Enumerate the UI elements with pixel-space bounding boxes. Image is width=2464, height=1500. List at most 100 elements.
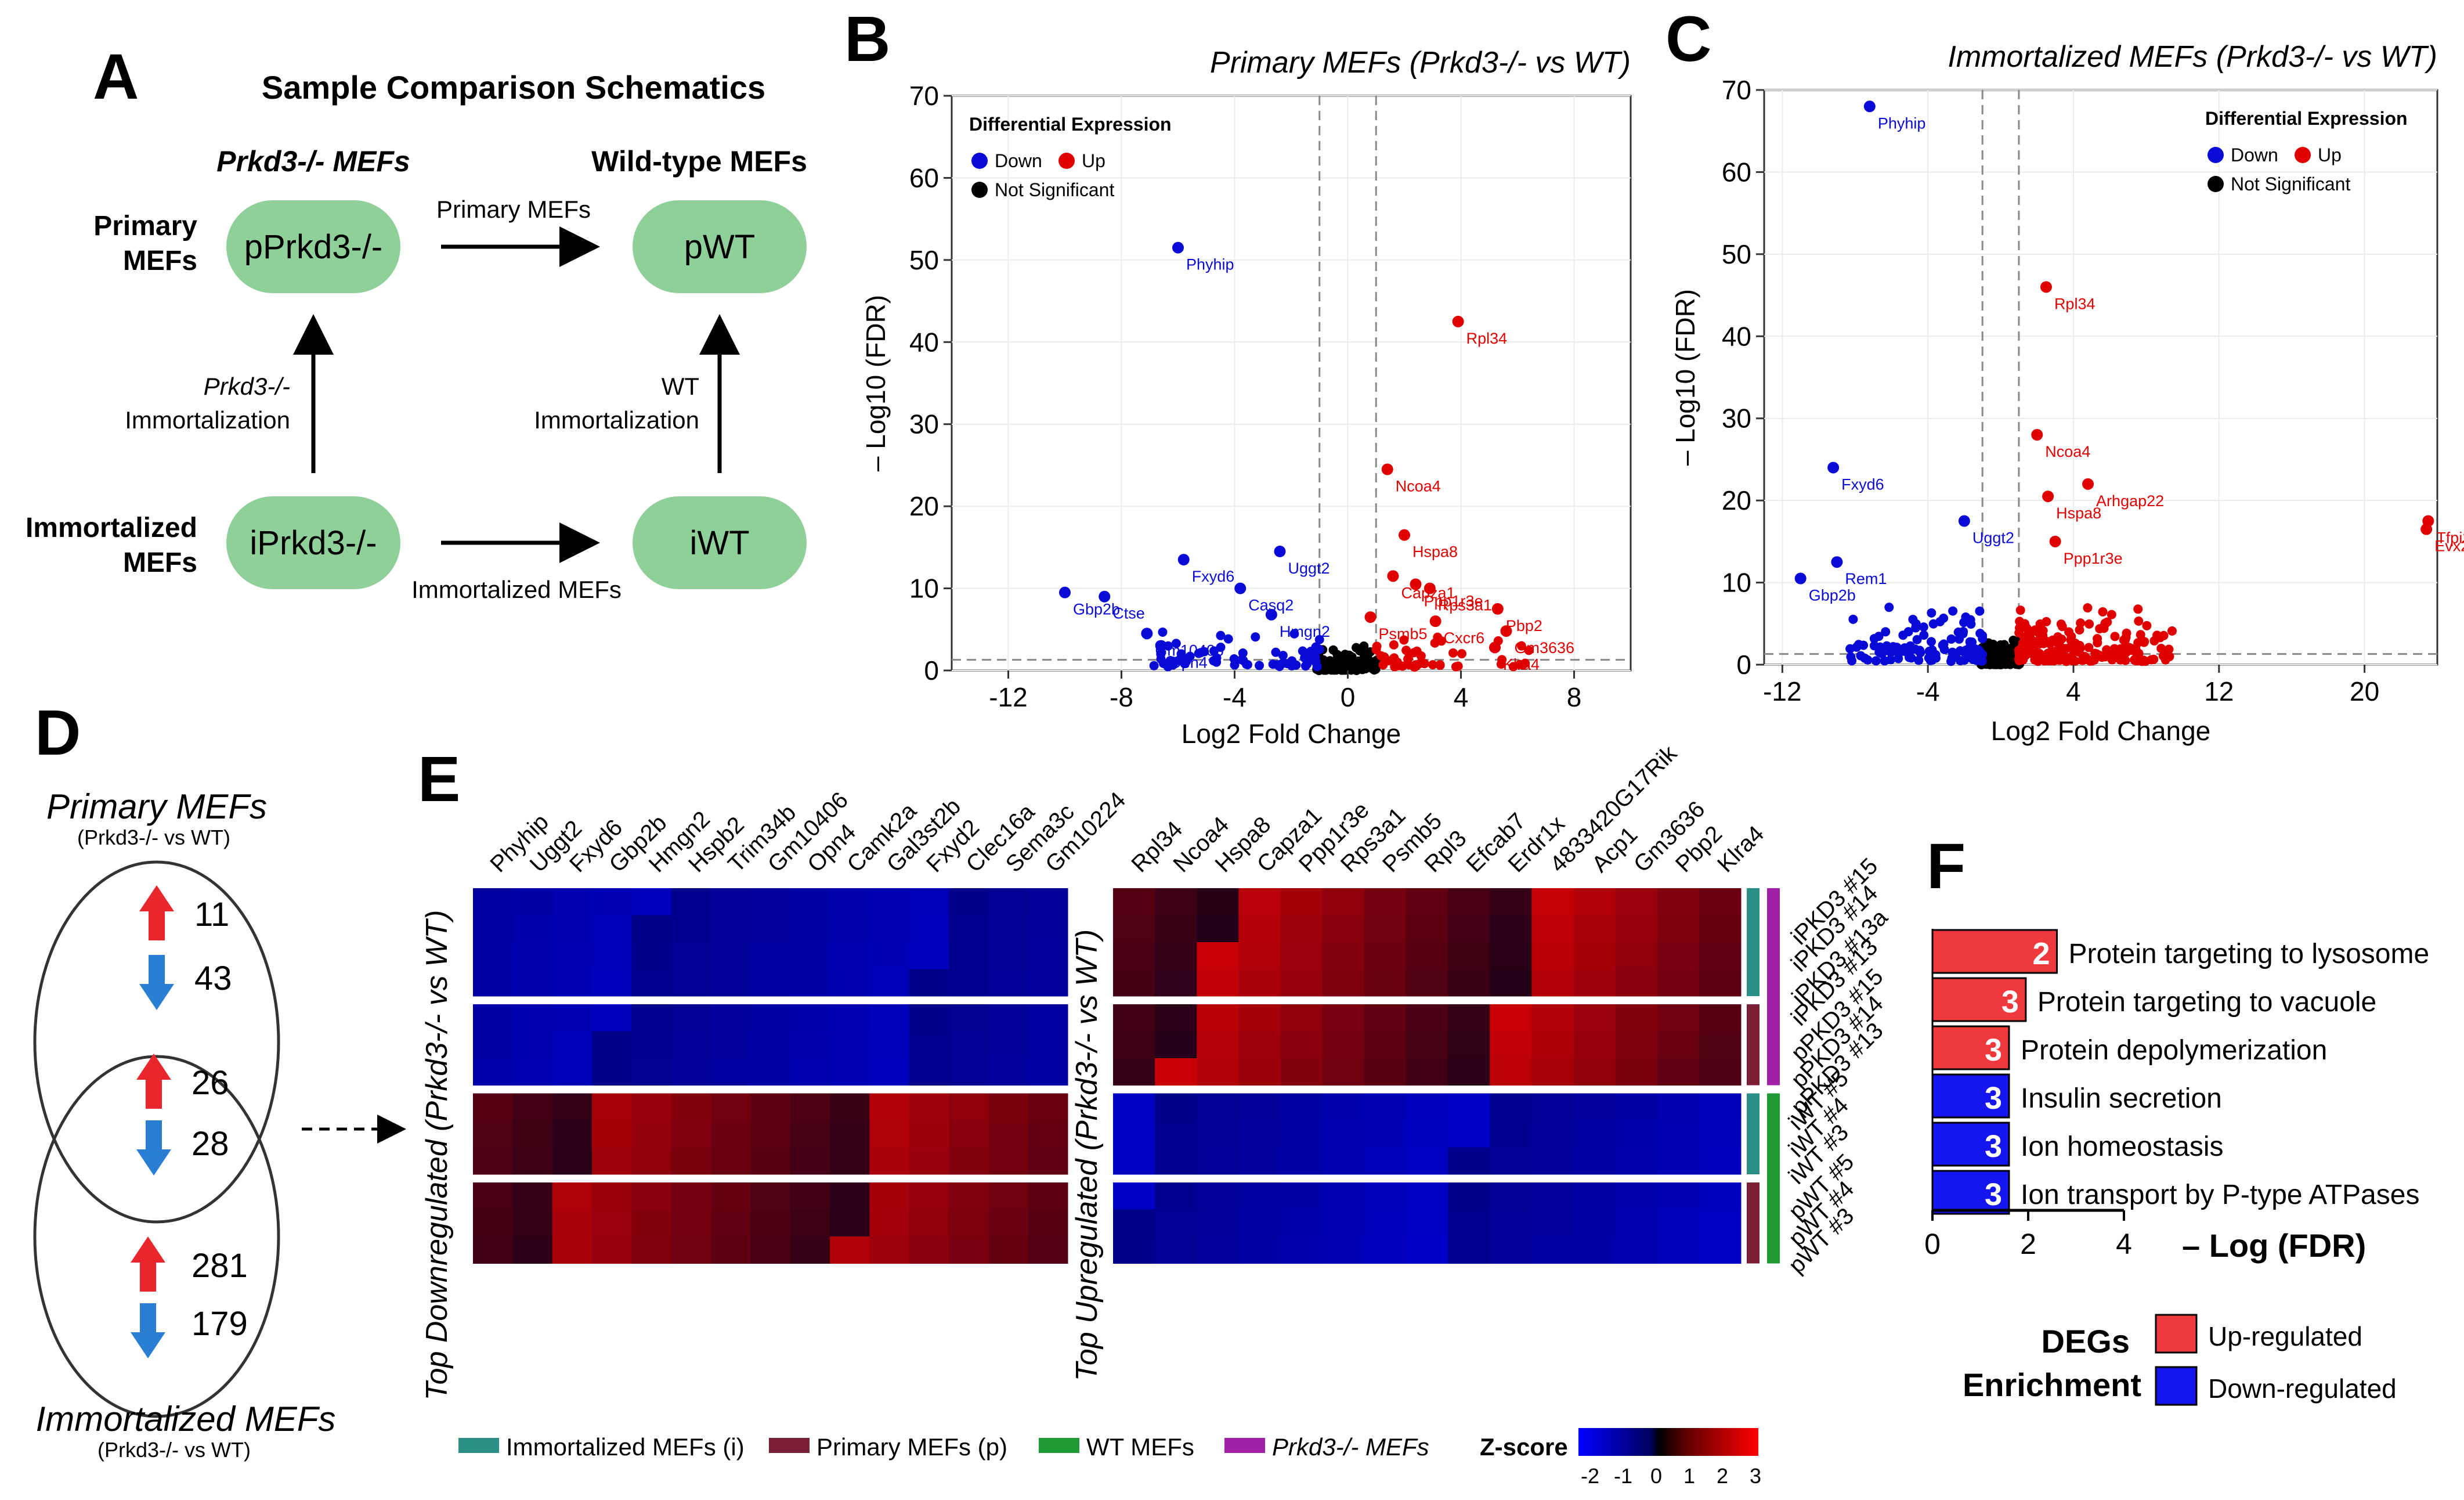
heatmap-cell: [552, 1236, 592, 1264]
heatmap-cell: [1406, 1209, 1448, 1237]
heatmap-cell: [869, 1031, 910, 1059]
x-tick-label: 0: [1341, 682, 1356, 712]
heatmap-cell: [1406, 888, 1448, 915]
labeled-point: [1381, 463, 1393, 475]
node-i-prkd3-label: iPrkd3-/-: [250, 524, 377, 562]
up-point: [1399, 635, 1409, 645]
heatmap-cell: [631, 969, 672, 997]
point-label: Ncoa4: [1396, 478, 1441, 495]
up-point: [1448, 648, 1458, 658]
heatmap-cell: [1531, 1004, 1574, 1032]
up-point: [2046, 637, 2056, 647]
heatmap-cell: [592, 1236, 632, 1264]
heatmap-cell: [1573, 942, 1616, 969]
up-point: [2140, 637, 2149, 647]
y-tick-label: 50: [909, 245, 939, 275]
down-point: [1924, 646, 1934, 656]
up-point: [2115, 655, 2125, 665]
y-tick-label: 70: [1722, 75, 1751, 105]
heatmap-cell: [1238, 1120, 1281, 1148]
zscore-tick-label: -1: [1614, 1464, 1632, 1488]
heatmap-cell: [988, 915, 1029, 943]
volcano-b-ylabel: – Log10 (FDR): [861, 295, 891, 471]
heatmap-cell: [1028, 1236, 1068, 1264]
enrichment-legend-title-1: DEGs: [2042, 1323, 2130, 1360]
heatmap-cell: [1531, 1058, 1574, 1086]
up-point: [1389, 653, 1399, 663]
heatmap-cell: [790, 1058, 830, 1086]
enrichment-legend-down-swatch: [2155, 1366, 2198, 1406]
heatmap-cell: [949, 1147, 989, 1175]
heatmap-cell: [473, 1236, 513, 1264]
venn-panel: Primary MEFs (Prkd3-/- vs WT) Immortaliz…: [33, 787, 406, 1462]
heatmap-cell: [790, 1147, 830, 1175]
down-point: [1845, 644, 1855, 654]
heatmap-cell: [592, 1182, 632, 1210]
heatmap-cell: [790, 1093, 830, 1121]
heatmap-cell: [671, 1058, 711, 1086]
heatmap-cell: [988, 1093, 1029, 1121]
legend-up-dot: [2295, 147, 2311, 163]
heatmap-cell: [1113, 1147, 1155, 1175]
heatmap-cell: [869, 1209, 910, 1237]
heatmap-cell: [750, 942, 791, 969]
heatmap-cell: [1531, 1182, 1574, 1210]
enrichment-bar: [1931, 977, 2027, 1022]
labeled-point: [1274, 545, 1286, 557]
heatmap-cell: [1615, 1147, 1658, 1175]
sample-type-bar: [1747, 1093, 1760, 1174]
heatmap-cell: [949, 1093, 989, 1121]
up-point: [2167, 626, 2177, 636]
venn-shared-down: 28: [192, 1125, 229, 1163]
point-label: Gm3636: [1515, 639, 1575, 657]
heatmap-cell: [1615, 1236, 1658, 1264]
heatmap-cell: [790, 942, 830, 969]
down-point: [1919, 630, 1929, 640]
point-label: Rps3a1: [1438, 597, 1492, 614]
heatmap-cell: [1448, 1147, 1490, 1175]
down-point: [1180, 659, 1190, 669]
heatmap-cell: [1657, 1058, 1700, 1086]
heatmap-cell: [1364, 1093, 1407, 1121]
heatmap-cell: [1573, 1182, 1616, 1210]
enrichment-bar: [1931, 929, 2058, 974]
labeled-point: [1234, 582, 1247, 594]
heatmap-cell: [1406, 1147, 1448, 1175]
labeled-point: [2420, 523, 2433, 535]
down-point: [1926, 637, 1936, 647]
schematic-panel: Sample Comparison Schematics Prkd3-/- ME…: [26, 69, 807, 603]
heatmap-cell: [592, 969, 632, 997]
heatmap-cell: [1531, 969, 1574, 997]
heatmap-cell: [830, 1093, 870, 1121]
heatmap-cell: [552, 1209, 592, 1237]
heatmap-cell: [1322, 1236, 1365, 1264]
labeled-point: [1794, 572, 1807, 585]
heatmap-cell: [869, 1182, 910, 1210]
heatmap-cell: [1197, 1093, 1239, 1121]
heatmap-cell: [512, 888, 553, 915]
down-point: [1928, 619, 1938, 629]
schematic-col-right: Wild-type MEFs: [591, 145, 807, 178]
legend-wt-swatch: [1039, 1438, 1079, 1453]
heatmap-cell: [592, 942, 632, 969]
heatmap-cell: [1573, 1147, 1616, 1175]
heatmap-cell: [711, 915, 751, 943]
down-point: [1282, 659, 1292, 669]
down-point: [1303, 654, 1313, 664]
heatmap-cell: [1657, 1236, 1700, 1264]
heatmap-cell: [1364, 888, 1407, 915]
up-point: [2075, 625, 2084, 635]
heatmap-cell: [988, 1182, 1029, 1210]
heatmap-cell: [1448, 915, 1490, 943]
heatmap-cell: [1448, 888, 1490, 915]
heatmap-cell: [1448, 1182, 1490, 1210]
heatmap-cell: [711, 1058, 751, 1086]
heatmap-cell: [1028, 969, 1068, 997]
heatmap-cell: [1406, 1058, 1448, 1086]
heatmap-cell: [1322, 1182, 1365, 1210]
heatmap-cell: [552, 969, 592, 997]
up-point: [2054, 640, 2064, 650]
heatmap-cell: [631, 1209, 672, 1237]
up-point: [1397, 661, 1407, 671]
heatmap-cell: [949, 942, 989, 969]
